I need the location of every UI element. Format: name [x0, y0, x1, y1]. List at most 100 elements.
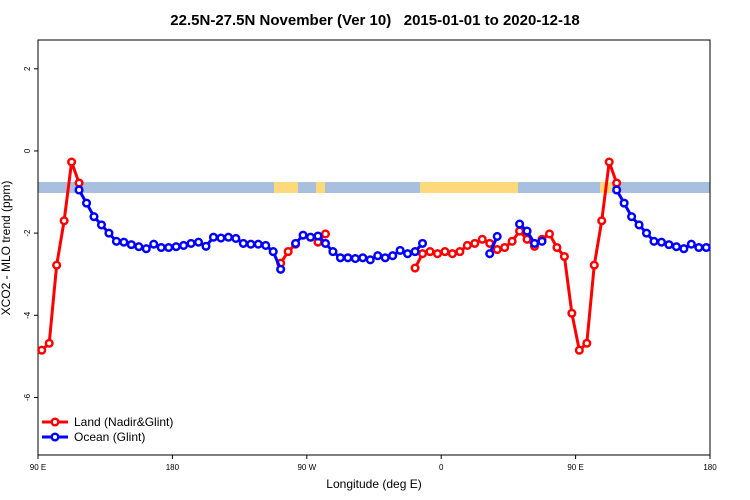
data-point	[193, 237, 204, 247]
data-point	[619, 198, 629, 208]
data-point	[395, 245, 405, 255]
y-axis-label: XCO2 - MLO trend (ppm)	[0, 181, 13, 316]
data-point	[171, 242, 181, 252]
data-point	[156, 242, 166, 253]
data-point	[261, 240, 271, 250]
data-point	[119, 237, 129, 247]
data-point	[231, 233, 241, 244]
data-point	[164, 242, 174, 253]
data-point	[500, 242, 510, 253]
data-point	[515, 226, 525, 236]
data-point	[74, 178, 84, 188]
data-point	[515, 219, 525, 229]
data-point	[403, 249, 413, 259]
data-point	[246, 239, 256, 249]
y-tick-label: -6	[23, 393, 32, 401]
data-point	[186, 238, 196, 248]
data-point	[477, 234, 487, 244]
data-point	[350, 254, 360, 264]
data-point	[701, 242, 711, 253]
data-point	[96, 220, 107, 230]
data-point	[126, 240, 136, 250]
data-point	[574, 345, 584, 355]
x-tick-label: 180	[166, 463, 180, 472]
data-point	[89, 212, 99, 222]
x-tick-label: 0	[439, 463, 444, 472]
data-point	[276, 264, 286, 274]
x-tick-label: 90 E	[567, 463, 583, 472]
data-point	[597, 216, 607, 226]
data-point	[365, 255, 375, 265]
data-point	[201, 241, 211, 251]
data-point	[634, 220, 644, 230]
data-point	[238, 238, 248, 248]
data-point	[410, 247, 420, 257]
data-point	[149, 239, 159, 249]
data-point	[485, 249, 495, 259]
y-tick-label: 0	[23, 148, 32, 153]
data-point	[627, 212, 637, 222]
data-point	[694, 242, 704, 253]
y-tick-label: -2	[23, 229, 32, 237]
data-point	[432, 249, 443, 259]
data-point	[298, 230, 308, 240]
data-point	[313, 231, 323, 241]
data-point	[410, 263, 420, 273]
data-point	[141, 244, 151, 254]
data-point	[417, 249, 428, 259]
data-point	[664, 240, 674, 250]
data-point	[320, 238, 331, 248]
data-point	[537, 236, 547, 246]
x-tick-label: 90 W	[297, 463, 316, 472]
data-point	[679, 244, 689, 254]
y-tick-label: -4	[23, 311, 32, 319]
data-point	[343, 253, 353, 263]
data-point	[59, 216, 69, 226]
data-point	[208, 232, 219, 242]
data-point	[567, 308, 577, 318]
data-point	[179, 240, 189, 250]
legend-label: Land (Nadir&Glint)	[74, 415, 173, 429]
data-point	[81, 198, 92, 208]
data-point	[492, 245, 502, 255]
data-point	[492, 231, 502, 241]
data-point	[320, 229, 331, 239]
data-point	[462, 240, 472, 250]
data-point	[291, 238, 301, 248]
data-point	[604, 157, 614, 167]
x-tick-label: 180	[703, 463, 717, 472]
data-point	[582, 338, 592, 348]
data-point	[134, 242, 144, 252]
data-point	[440, 247, 450, 257]
data-point	[358, 253, 368, 263]
ocean-strip	[38, 182, 710, 193]
legend-marker	[50, 417, 60, 427]
data-point	[104, 228, 114, 238]
data-point	[425, 247, 435, 257]
data-point	[373, 251, 383, 261]
data-point	[305, 232, 316, 242]
data-point	[253, 239, 263, 249]
land-strip	[274, 182, 298, 193]
data-point	[335, 253, 345, 263]
data-point	[447, 249, 457, 259]
data-point	[455, 247, 465, 257]
data-point	[37, 345, 47, 355]
data-point	[328, 247, 338, 257]
chart-title: 22.5N-27.5N November (Ver 10) 2015-01-01…	[170, 12, 579, 29]
data-point	[507, 236, 517, 246]
data-point	[380, 253, 390, 263]
data-point	[589, 260, 599, 270]
x-axis-label: Longitude (deg E)	[326, 477, 421, 491]
data-point	[656, 237, 667, 247]
data-point	[44, 338, 54, 348]
data-point	[686, 239, 696, 249]
data-point	[283, 247, 293, 257]
data-point	[67, 157, 77, 167]
land-strip	[316, 182, 325, 193]
land-sea-strip	[38, 182, 710, 193]
y-tick-label: 2	[23, 66, 32, 71]
data-point	[612, 185, 622, 195]
data-point	[649, 236, 659, 246]
